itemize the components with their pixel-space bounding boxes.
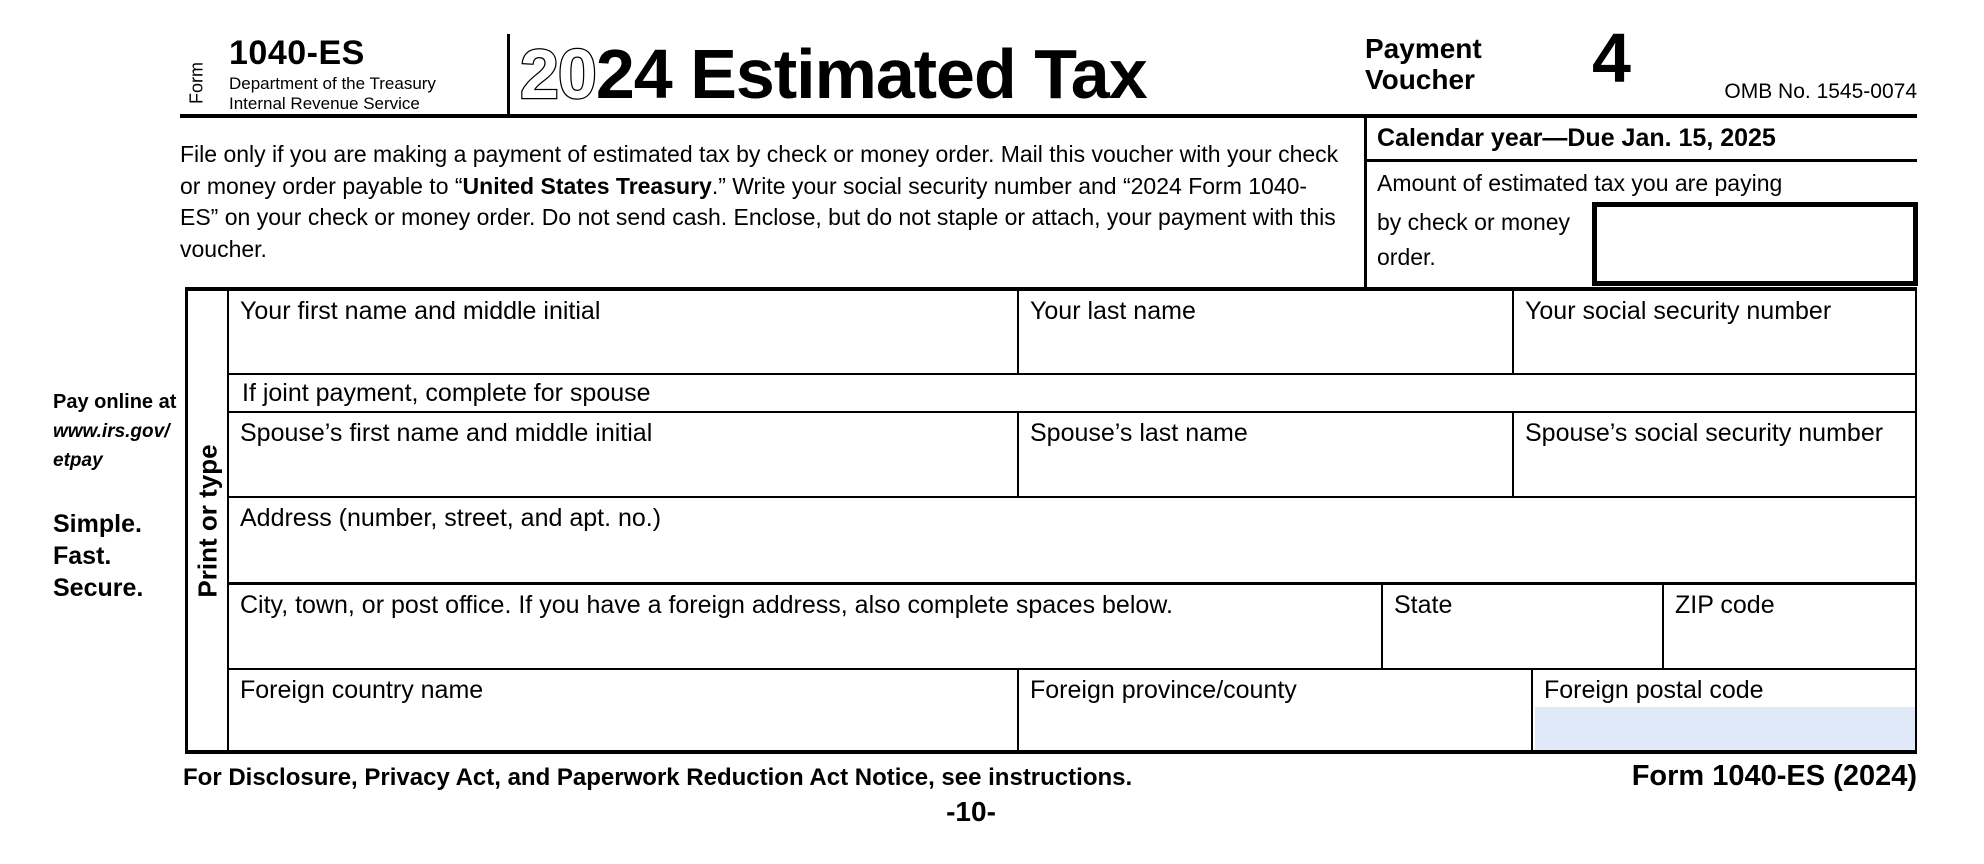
- taglines-block: Simple. Fast. Secure.: [53, 508, 143, 604]
- your-last-name-field[interactable]: Your last name: [1019, 291, 1514, 373]
- table-row: Your first name and middle initial Your …: [229, 291, 1915, 375]
- zip-code-label: ZIP code: [1675, 591, 1775, 619]
- disclosure-notice: For Disclosure, Privacy Act, and Paperwo…: [183, 764, 1133, 791]
- form-word-label: Form: [186, 62, 207, 104]
- address-field[interactable]: Address (number, street, and apt. no.): [229, 498, 1915, 582]
- table-row: Spouse’s first name and middle initial S…: [229, 413, 1915, 498]
- payment-voucher-word1: Payment: [1365, 33, 1482, 64]
- agency-lines: Department of the Treasury Internal Reve…: [229, 74, 436, 114]
- payment-voucher-word2: Voucher: [1365, 64, 1475, 95]
- instructions-segment-1: File only if you are making a payment of…: [180, 141, 1339, 199]
- title-year-outline: 20: [519, 35, 598, 113]
- tagline-secure: Secure.: [53, 574, 144, 602]
- calendar-underline: [1364, 159, 1917, 162]
- spouse-ssn-field[interactable]: Spouse’s social security number: [1514, 413, 1915, 496]
- your-last-name-label: Your last name: [1030, 297, 1196, 325]
- title-year-bold: 24: [595, 35, 673, 113]
- city-label: City, town, or post office. If you have …: [240, 591, 1173, 619]
- form-number: 1040-ES: [229, 34, 365, 72]
- your-first-name-label: Your first name and middle initial: [240, 297, 601, 325]
- state-field[interactable]: State: [1383, 585, 1664, 668]
- table-row: Foreign country name Foreign province/co…: [229, 670, 1915, 750]
- joint-payment-note-row: If joint payment, complete for spouse: [229, 375, 1915, 413]
- city-field[interactable]: City, town, or post office. If you have …: [229, 585, 1383, 668]
- print-or-type-label: Print or type: [192, 443, 222, 598]
- foreign-province-field[interactable]: Foreign province/county: [1019, 670, 1533, 750]
- pay-online-url-line1: www.irs.gov/: [53, 421, 170, 442]
- instructions-segment-2: .” Write your social security number and…: [180, 172, 1336, 263]
- title-text: Estimated Tax: [671, 35, 1147, 113]
- page-number: -10-: [946, 796, 996, 827]
- your-ssn-label: Your social security number: [1525, 297, 1832, 325]
- foreign-postal-code-field[interactable]: Foreign postal code: [1533, 670, 1915, 750]
- form-word-rotated: Form: [184, 50, 210, 116]
- address-row: Address (number, street, and apt. no.): [229, 498, 1915, 585]
- your-ssn-field[interactable]: Your social security number: [1514, 291, 1915, 373]
- amount-input-box[interactable]: [1592, 202, 1918, 286]
- foreign-country-field[interactable]: Foreign country name: [229, 670, 1019, 750]
- calendar-year-due-date: Calendar year—Due Jan. 15, 2025: [1377, 124, 1776, 152]
- due-section-left-border: [1364, 118, 1367, 288]
- agency-line-1: Department of the Treasury: [229, 74, 436, 93]
- footer-form-id: Form 1040-ES (2024): [1631, 760, 1917, 792]
- your-first-name-field[interactable]: Your first name and middle initial: [229, 291, 1019, 373]
- agency-line-2: Internal Revenue Service: [229, 94, 420, 113]
- header-vertical-divider: [507, 34, 510, 117]
- instructions-bold-payee: United States Treasury: [462, 172, 712, 199]
- foreign-postal-code-input[interactable]: [1535, 707, 1915, 750]
- payment-voucher-label: Payment Voucher: [1365, 33, 1482, 95]
- table-fields-area: Your first name and middle initial Your …: [229, 291, 1915, 750]
- amount-label-rest: by check or money order.: [1377, 209, 1571, 270]
- address-label: Address (number, street, and apt. no.): [240, 504, 662, 532]
- table-row: City, town, or post office. If you have …: [229, 585, 1915, 670]
- joint-payment-note: If joint payment, complete for spouse: [242, 379, 651, 407]
- voucher-number: 4: [1592, 19, 1631, 97]
- filing-instructions: File only if you are making a payment of…: [180, 139, 1345, 266]
- foreign-country-label: Foreign country name: [240, 676, 484, 704]
- amount-label-line1: Amount of estimated tax you are paying: [1377, 170, 1783, 196]
- pay-online-label: Pay online at: [53, 391, 177, 413]
- tagline-simple: Simple.: [53, 510, 142, 538]
- pay-online-block: Pay online at www.irs.gov/ etpay: [53, 388, 176, 475]
- zip-code-field[interactable]: ZIP code: [1664, 585, 1915, 668]
- spouse-ssn-label: Spouse’s social security number: [1525, 419, 1884, 447]
- spouse-last-name-field[interactable]: Spouse’s last name: [1019, 413, 1514, 496]
- state-label: State: [1394, 591, 1453, 619]
- print-or-type-strip: Print or type: [188, 291, 229, 750]
- pay-online-url-line2: etpay: [53, 450, 103, 471]
- tagline-fast: Fast.: [53, 542, 112, 570]
- header-rule: [180, 114, 1917, 118]
- page-title: 2024 Estimated Tax: [519, 35, 1148, 113]
- spouse-last-name-label: Spouse’s last name: [1030, 419, 1248, 447]
- foreign-postal-code-label: Foreign postal code: [1544, 676, 1764, 704]
- foreign-province-label: Foreign province/county: [1030, 676, 1297, 704]
- omb-number: OMB No. 1545-0074: [1724, 80, 1917, 103]
- taxpayer-info-table: Print or type Your first name and middle…: [185, 287, 1917, 754]
- spouse-first-name-label: Spouse’s first name and middle initial: [240, 419, 653, 447]
- spouse-first-name-field[interactable]: Spouse’s first name and middle initial: [229, 413, 1019, 496]
